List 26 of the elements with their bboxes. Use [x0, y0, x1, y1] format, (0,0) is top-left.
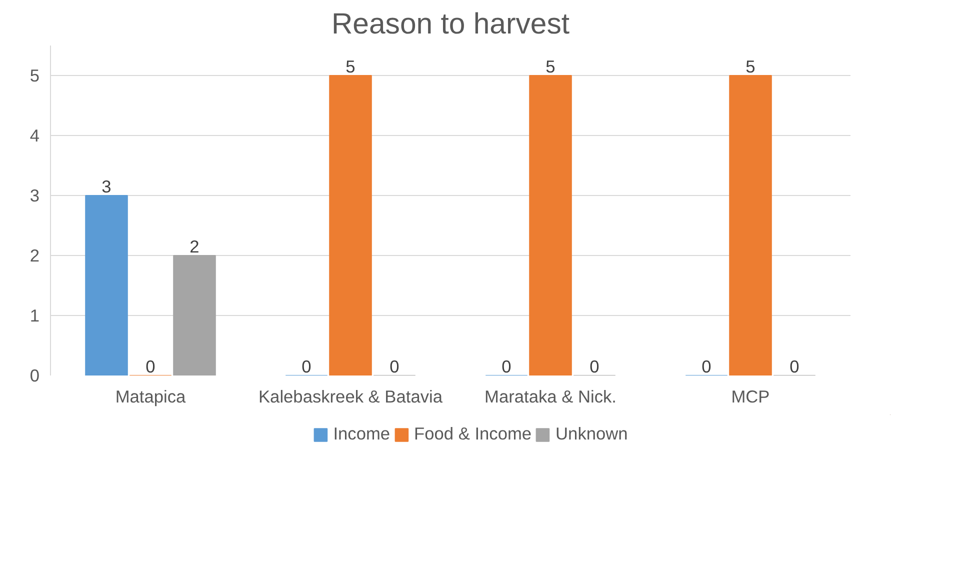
- x-tick-label: MCP: [731, 386, 770, 406]
- data-label: 0: [702, 356, 712, 376]
- legend-label: Food & Income: [414, 424, 532, 444]
- data-label: 0: [302, 356, 312, 376]
- data-label: 3: [102, 176, 112, 196]
- data-label: 0: [502, 356, 512, 376]
- legend-label: Income: [333, 424, 390, 444]
- data-label: 0: [790, 356, 800, 376]
- data-label: 0: [590, 356, 600, 376]
- data-label: 5: [746, 56, 756, 76]
- x-tick-label: Matapica: [115, 386, 186, 406]
- data-label: 2: [190, 236, 200, 256]
- x-tick-label: Marataka & Nick.: [484, 386, 616, 406]
- y-tick-label: 3: [30, 186, 40, 206]
- y-tick-label: 1: [30, 306, 40, 326]
- chart-title: Reason to harvest: [331, 8, 570, 40]
- x-tick-label: Kalebaskreek & Batavia: [258, 386, 443, 406]
- y-tick-label: 4: [30, 126, 40, 146]
- y-tick-label: 5: [30, 66, 40, 86]
- data-label: 5: [346, 56, 356, 76]
- y-tick-label: 2: [30, 246, 40, 266]
- data-label: 0: [390, 356, 400, 376]
- legend-label: Unknown: [556, 424, 628, 444]
- data-label: 5: [546, 56, 556, 76]
- y-tick-label: 0: [30, 366, 40, 386]
- data-label: 0: [146, 356, 156, 376]
